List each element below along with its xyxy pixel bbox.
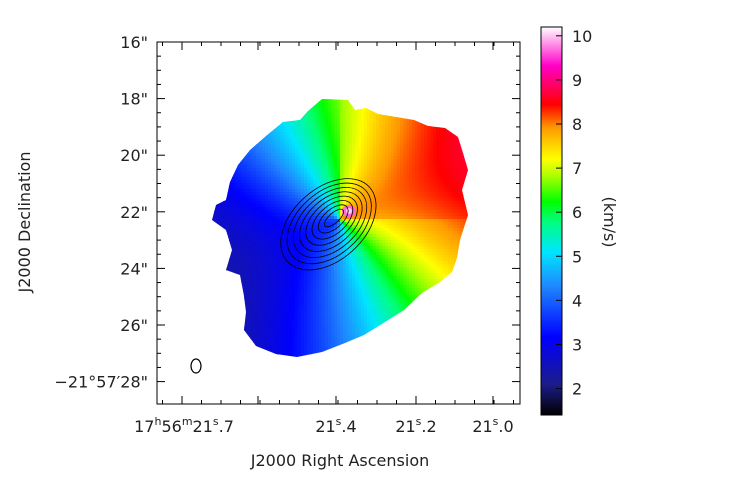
- x-tick-labels: 17h56m21s.7 21s.4 21s.2 21s.0: [134, 415, 514, 436]
- colorbar-tick-label: 4: [572, 291, 582, 310]
- beam-ellipse: [190, 358, 202, 374]
- y-tick-label: 24": [120, 259, 148, 278]
- y-tick-label: −21°57′28": [55, 373, 148, 392]
- colorbar-ticks: 2 3 4 5 6 7 8 9 10: [556, 27, 592, 399]
- colorbar-tick-label: 8: [572, 115, 582, 134]
- axis-ticks: [157, 41, 520, 404]
- intensity-contours: [280, 178, 377, 271]
- x-tick-label: 21s.4: [315, 415, 356, 436]
- colorbar-tick-label: 7: [572, 159, 582, 178]
- colorbar-tick-label: 2: [572, 380, 582, 399]
- x-axis-label: J2000 Right Ascension: [250, 451, 430, 470]
- colorbar-tick-label: 9: [572, 71, 582, 90]
- colorbar-tick-label: 10: [572, 27, 592, 46]
- y-tick-label: 26": [120, 316, 148, 335]
- y-axis-label: J2000 Declination: [15, 152, 34, 294]
- colorbar-label: (km/s): [600, 196, 619, 247]
- x-tick-label: 21s.2: [395, 415, 436, 436]
- y-tick-labels: 16" 18" 20" 22" 24" 26" −21°57′28": [55, 33, 148, 392]
- colorbar-tick-label: 5: [572, 247, 582, 266]
- x-tick-label: 17h56m21s.7: [134, 415, 234, 436]
- colorbar-tick-label: 3: [572, 335, 582, 354]
- velocity-field-map: [212, 99, 468, 357]
- colorbar-tick-label: 6: [572, 203, 582, 222]
- colorbar: [540, 26, 563, 416]
- y-tick-label: 20": [120, 146, 148, 165]
- y-tick-label: 22": [120, 203, 148, 222]
- y-tick-label: 18": [120, 90, 148, 109]
- x-tick-label: 21s.0: [472, 415, 513, 436]
- y-tick-label: 16": [120, 33, 148, 52]
